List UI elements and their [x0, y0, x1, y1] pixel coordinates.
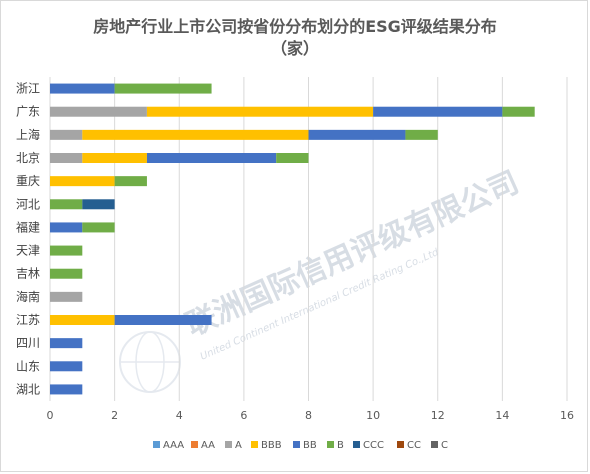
category-label-10: 江苏	[16, 313, 40, 327]
bar-BB-12	[50, 361, 83, 372]
bar-B-3	[276, 153, 309, 163]
bar-A-1	[50, 106, 147, 117]
bar-BB-6	[50, 222, 83, 233]
x-tick-2: 2	[111, 409, 118, 422]
bar-A-3	[50, 153, 83, 163]
bar-BBB-4	[50, 176, 115, 187]
x-tick-6: 6	[240, 409, 247, 422]
legend-swatch-CCC	[353, 441, 360, 448]
bar-B-7	[50, 245, 83, 256]
bar-BB-2	[308, 129, 406, 140]
legend-swatch-C	[431, 441, 438, 448]
bar-BB-3	[146, 153, 277, 163]
grid-lines	[49, 77, 568, 401]
bar-A-9	[50, 291, 83, 302]
bar-B-2	[405, 129, 438, 140]
category-label-1: 广东	[16, 105, 40, 119]
legend-label-A: A	[235, 440, 242, 451]
legend-swatch-BBB	[251, 441, 258, 448]
bar-CCC-5	[82, 199, 115, 210]
x-tick-4: 4	[176, 409, 183, 422]
watermark: 联洲国际信用评级有限公司 United Continent Internatio…	[119, 165, 524, 393]
watermark-cn: 联洲国际信用评级有限公司	[181, 165, 524, 343]
category-label-3: 北京	[16, 151, 40, 165]
category-label-6: 福建	[16, 219, 40, 234]
legend-label-BBB: BBB	[261, 440, 282, 451]
legend-label-BB: BB	[303, 440, 317, 451]
watermark-globe-icon	[119, 331, 181, 393]
legend-label-B: B	[337, 440, 344, 451]
category-label-9: 海南	[16, 289, 40, 304]
legend-swatch-A	[225, 441, 232, 448]
bar-BBB-10	[50, 315, 115, 325]
category-label-7: 天津	[16, 244, 40, 258]
bar-BBB-2	[82, 129, 309, 140]
x-tick-8: 8	[305, 409, 312, 422]
bars	[50, 83, 535, 395]
legend-label-CC: CC	[407, 440, 421, 451]
bar-B-5	[50, 199, 83, 210]
bar-BB-0	[50, 83, 115, 94]
legend: AAA AA A BBB BB B CCC CC C	[153, 440, 448, 451]
bar-B-8	[50, 268, 83, 279]
bar-BB-10	[114, 315, 212, 325]
x-tick-labels: 0 2 4 6 8 10 12 14 16	[47, 409, 575, 422]
bar-B-4	[114, 176, 147, 187]
legend-swatch-CC	[397, 441, 404, 448]
bar-BBB-1	[146, 106, 374, 117]
legend-label-CCC: CCC	[363, 440, 384, 451]
bar-BBB-3	[82, 153, 147, 163]
category-label-13: 湖北	[16, 381, 40, 396]
bar-B-6	[82, 222, 115, 233]
bar-A-2	[50, 129, 83, 140]
chart-title: 房地产行业上市公司按省份分布划分的ESG评级结果分布 （家）	[93, 17, 497, 58]
category-label-2: 上海	[16, 127, 40, 142]
category-label-0: 浙江	[16, 82, 40, 96]
bar-BB-11	[50, 338, 83, 349]
title-line-1: 房地产行业上市公司按省份分布划分的ESG评级结果分布	[93, 17, 497, 36]
legend-swatch-BB	[293, 441, 300, 448]
legend-label-C: C	[441, 440, 448, 451]
category-label-12: 山东	[16, 359, 40, 373]
title-line-2: （家）	[271, 39, 319, 58]
legend-swatch-B	[327, 441, 334, 448]
category-label-5: 河北	[16, 197, 40, 211]
category-label-8: 吉林	[16, 267, 40, 281]
x-tick-16: 16	[560, 409, 574, 422]
x-tick-0: 0	[47, 409, 54, 422]
legend-label-AAA: AAA	[163, 440, 184, 451]
legend-label-AA: AA	[201, 440, 215, 451]
bar-BB-1	[373, 106, 503, 117]
bar-B-0	[114, 83, 212, 94]
x-tick-14: 14	[495, 409, 509, 422]
category-label-4: 重庆	[16, 174, 40, 188]
bar-B-1	[502, 106, 535, 117]
bar-BB-13	[50, 384, 83, 395]
x-tick-12: 12	[431, 409, 445, 422]
x-tick-10: 10	[366, 409, 380, 422]
legend-swatch-AA	[191, 441, 198, 448]
category-label-11: 四川	[16, 336, 40, 350]
legend-swatch-AAA	[153, 441, 160, 448]
